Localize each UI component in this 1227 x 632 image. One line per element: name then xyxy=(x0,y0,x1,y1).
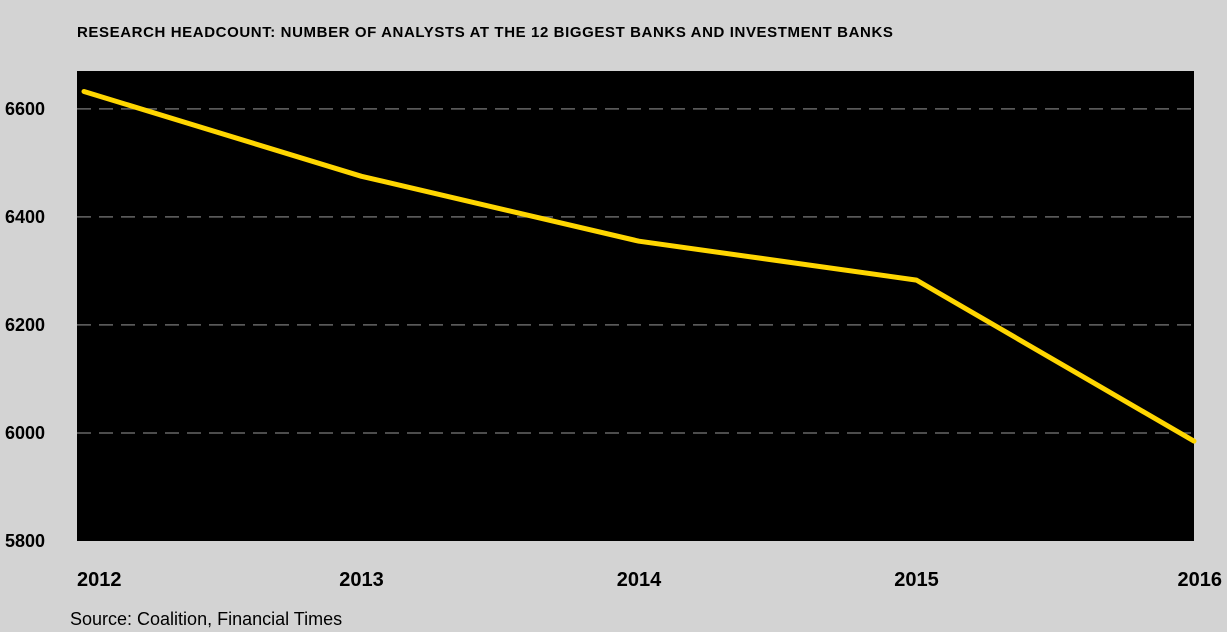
series-layer xyxy=(81,89,1197,444)
gridlines xyxy=(77,108,1194,434)
chart-title: RESEARCH HEADCOUNT: NUMBER OF ANALYSTS A… xyxy=(77,24,894,41)
x-tick-label: 2013 xyxy=(339,569,384,591)
y-axis-tick-labels: 5800 6000 6200 6400 6600 xyxy=(5,99,45,551)
y-tick-label: 6200 xyxy=(5,315,45,335)
y-tick-label: 6000 xyxy=(5,423,45,443)
x-tick-label: 2016 xyxy=(1178,569,1223,591)
plot-area xyxy=(77,71,1194,541)
x-tick-label: 2012 xyxy=(77,569,122,591)
source-note: Source: Coalition, Financial Times xyxy=(70,609,343,629)
y-tick-label: 5800 xyxy=(5,531,45,551)
y-tick-label: 6600 xyxy=(5,99,45,119)
x-axis-tick-labels: 2012 2013 2014 2015 2016 xyxy=(77,569,1222,591)
x-tick-label: 2014 xyxy=(617,569,662,591)
x-tick-label: 2015 xyxy=(894,569,939,591)
y-tick-label: 6400 xyxy=(5,207,45,227)
